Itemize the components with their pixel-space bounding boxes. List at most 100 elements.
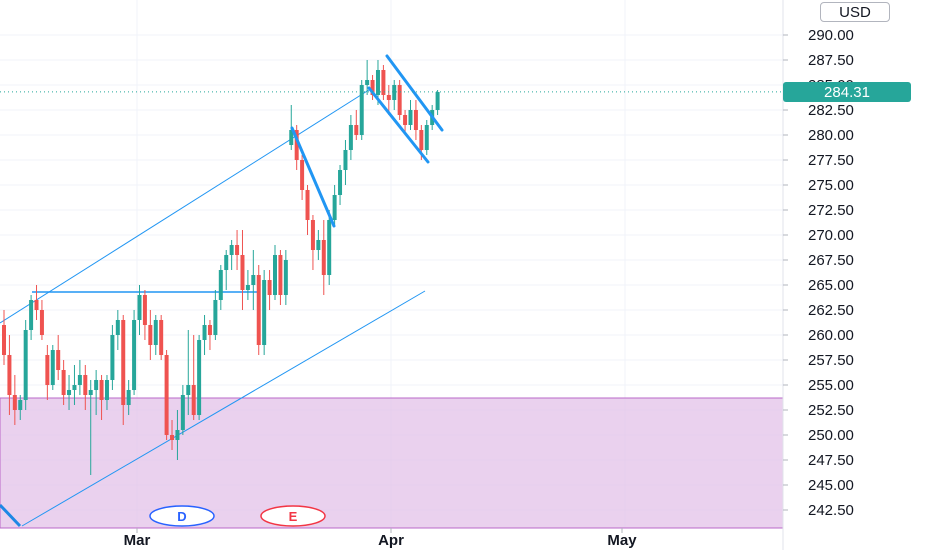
candle-body [104, 380, 109, 400]
candle-body [218, 270, 223, 300]
price-tick-label: 290.00 [808, 27, 854, 44]
candle-body [132, 320, 137, 390]
price-tick-label: 287.50 [808, 52, 854, 69]
time-axis[interactable]: Mar Apr May [124, 528, 638, 549]
candle-body [164, 355, 169, 435]
candle-body [375, 70, 380, 95]
candle-body [424, 125, 429, 150]
candle-body [67, 390, 72, 395]
candle-body [2, 325, 6, 355]
candle-body [300, 160, 305, 190]
candle-body [126, 390, 131, 405]
candle-body [354, 125, 359, 135]
candle-body [256, 275, 261, 345]
candle-body [12, 395, 17, 410]
channel-lower-line[interactable] [21, 290, 426, 527]
channel-upper-line[interactable] [0, 87, 373, 324]
candle-body [386, 95, 391, 100]
candle-body [403, 115, 408, 125]
flag-drawings[interactable] [290, 54, 444, 228]
candle-body [343, 150, 348, 170]
price-tick-label: 245.00 [808, 477, 854, 494]
candle-body [61, 370, 66, 395]
candle-body [283, 260, 288, 295]
candle-body [18, 400, 23, 410]
candle-body [435, 92, 440, 110]
candle-body [332, 195, 337, 220]
candle-body [348, 125, 353, 150]
candle-body [83, 375, 88, 395]
candle-body [121, 320, 126, 405]
time-tick-label: May [607, 532, 637, 549]
candle-body [142, 295, 147, 325]
corner-trend-stroke[interactable] [0, 503, 22, 528]
candle-body [321, 240, 326, 275]
candle-body [359, 85, 364, 135]
candle-body [88, 390, 93, 395]
candle-body [408, 110, 413, 125]
candle-body [29, 300, 34, 330]
price-tick-label: 252.50 [808, 402, 854, 419]
candle-body [170, 435, 175, 440]
flag-lower-line[interactable] [367, 86, 430, 164]
price-tick-label: 275.00 [808, 177, 854, 194]
price-tick-label: 247.50 [808, 452, 854, 469]
candle-body [148, 325, 153, 345]
candle-body [202, 325, 207, 340]
price-axis[interactable]: 242.50 245.00 247.50 250.00 252.50 255.00 257.… [783, 27, 854, 519]
candle-body [370, 80, 375, 95]
candles [2, 60, 440, 475]
event-badge[interactable] [260, 505, 326, 527]
candle-body [413, 110, 418, 130]
candle-body [34, 300, 39, 310]
candle-body [159, 320, 164, 355]
candle-body [229, 245, 234, 255]
candle-body [289, 130, 294, 145]
price-tick-label: 262.50 [808, 302, 854, 319]
price-tick-label: 277.50 [808, 152, 854, 169]
candle-body [273, 255, 277, 295]
price-tick-label: 242.50 [808, 502, 854, 519]
candle-body [137, 295, 142, 320]
currency-selector[interactable]: USD [820, 2, 890, 22]
candle-body [294, 130, 299, 160]
candle-body [267, 280, 272, 295]
candle-body [278, 255, 283, 295]
candle-body [240, 255, 245, 290]
price-tick-label: 270.00 [808, 227, 854, 244]
candle-body [213, 300, 218, 335]
demand-zone [0, 397, 784, 529]
candle-body [327, 220, 332, 275]
candle-body [110, 335, 115, 380]
candle-body [245, 285, 250, 290]
price-tick-label: 272.50 [808, 202, 854, 219]
candle-body [224, 255, 229, 270]
candle-body [186, 385, 191, 395]
price-tick-label: 267.50 [808, 252, 854, 269]
candle-body [175, 430, 180, 440]
candle-body [262, 280, 267, 345]
event-badge-label: D [177, 509, 186, 524]
candle-body [115, 320, 120, 335]
candle-body [251, 275, 256, 285]
candle-body [77, 375, 82, 385]
candle-body [381, 70, 386, 95]
candle-body [316, 240, 321, 250]
candle-body [365, 80, 370, 85]
price-tick-label: 260.00 [808, 327, 854, 344]
event-badge-label: E [289, 509, 298, 524]
price-tick-label: 282.50 [808, 102, 854, 119]
candle-body [392, 85, 397, 100]
last-price-label: 284.31 [783, 82, 911, 102]
time-tick-label: Mar [124, 532, 151, 549]
event-badge[interactable] [149, 505, 215, 527]
flag-upper-line[interactable] [385, 54, 444, 132]
candle-body [45, 355, 50, 385]
candle-body [197, 340, 202, 415]
candle-body [235, 245, 240, 255]
price-tick-label: 255.00 [808, 377, 854, 394]
flagpole-down-line[interactable] [290, 126, 336, 228]
candle-body [7, 355, 12, 395]
